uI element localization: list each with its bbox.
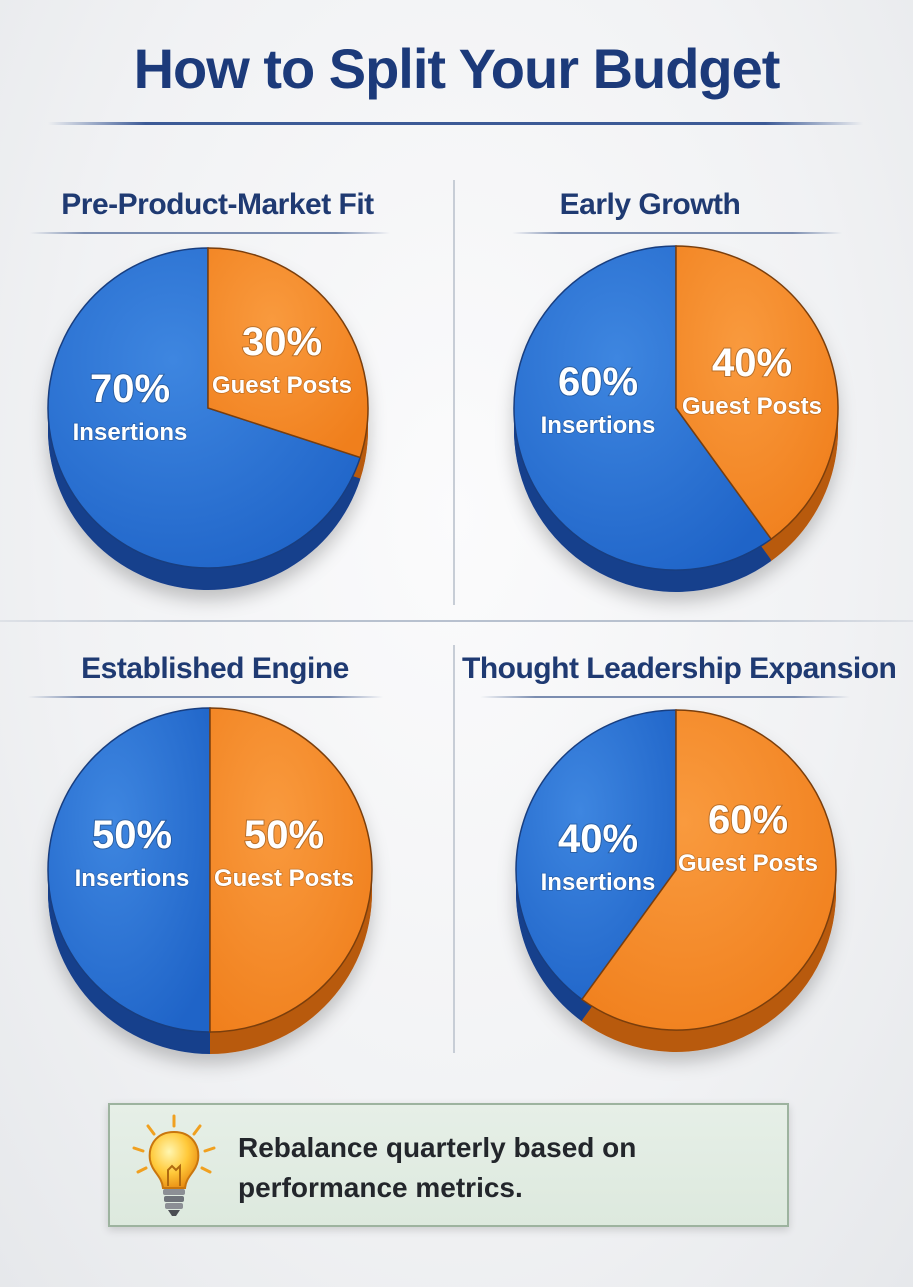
pie-category-label: Insertions — [73, 419, 188, 446]
pie-slice-guest-posts — [209, 707, 373, 1033]
pie-slice-guest-posts — [675, 245, 839, 541]
pie-slice-insertions — [47, 247, 362, 569]
pie-slice-insertions — [515, 709, 677, 1001]
chart-title-rule — [28, 696, 383, 698]
pie-category-label: Insertions — [541, 869, 656, 896]
chart-title-early-growth: Early Growth — [559, 188, 741, 221]
pie-value-label: 70% — [90, 367, 170, 411]
chart-title-rule — [480, 696, 850, 698]
pie-slice-guest-posts — [580, 709, 837, 1031]
pie-category-label: Insertions — [75, 865, 190, 892]
pie-value-label: 50% — [244, 813, 324, 857]
pie-value-label: 40% — [558, 817, 638, 861]
pie-category-label: Guest Posts — [678, 850, 818, 877]
pie-value-label: 30% — [242, 320, 322, 364]
chart-title-thought-leadership: Thought Leadership Expansion — [462, 652, 897, 685]
lightbulb-icon — [132, 1114, 216, 1216]
title-underline — [48, 122, 863, 125]
vertical-divider-top — [453, 180, 455, 605]
chart-title-rule — [30, 232, 390, 234]
chart-title-pre-pmf: Pre-Product-Market Fit — [61, 188, 374, 221]
horizontal-divider — [0, 620, 913, 622]
pie-slice-guest-posts — [207, 247, 369, 459]
tip-box — [108, 1103, 789, 1227]
chart-title-rule — [512, 232, 842, 234]
pie-slice-insertions — [47, 707, 211, 1033]
chart-title-established-engine: Established Engine — [81, 652, 349, 685]
pie-value-label: 40% — [712, 341, 792, 385]
vertical-divider-bottom — [453, 645, 455, 1053]
pie-value-label: 60% — [558, 360, 638, 404]
pie-category-label: Insertions — [541, 412, 656, 439]
pie-slice-insertions — [513, 245, 773, 571]
pie-category-label: Guest Posts — [682, 393, 822, 420]
pie-value-label: 50% — [92, 813, 172, 857]
pie-category-label: Guest Posts — [212, 372, 352, 399]
page-title: How to Split Your Budget — [133, 37, 781, 100]
pie-category-label: Guest Posts — [214, 865, 354, 892]
pie-value-label: 60% — [708, 798, 788, 842]
tip-text: Rebalance quarterly based on performance… — [238, 1132, 637, 1203]
